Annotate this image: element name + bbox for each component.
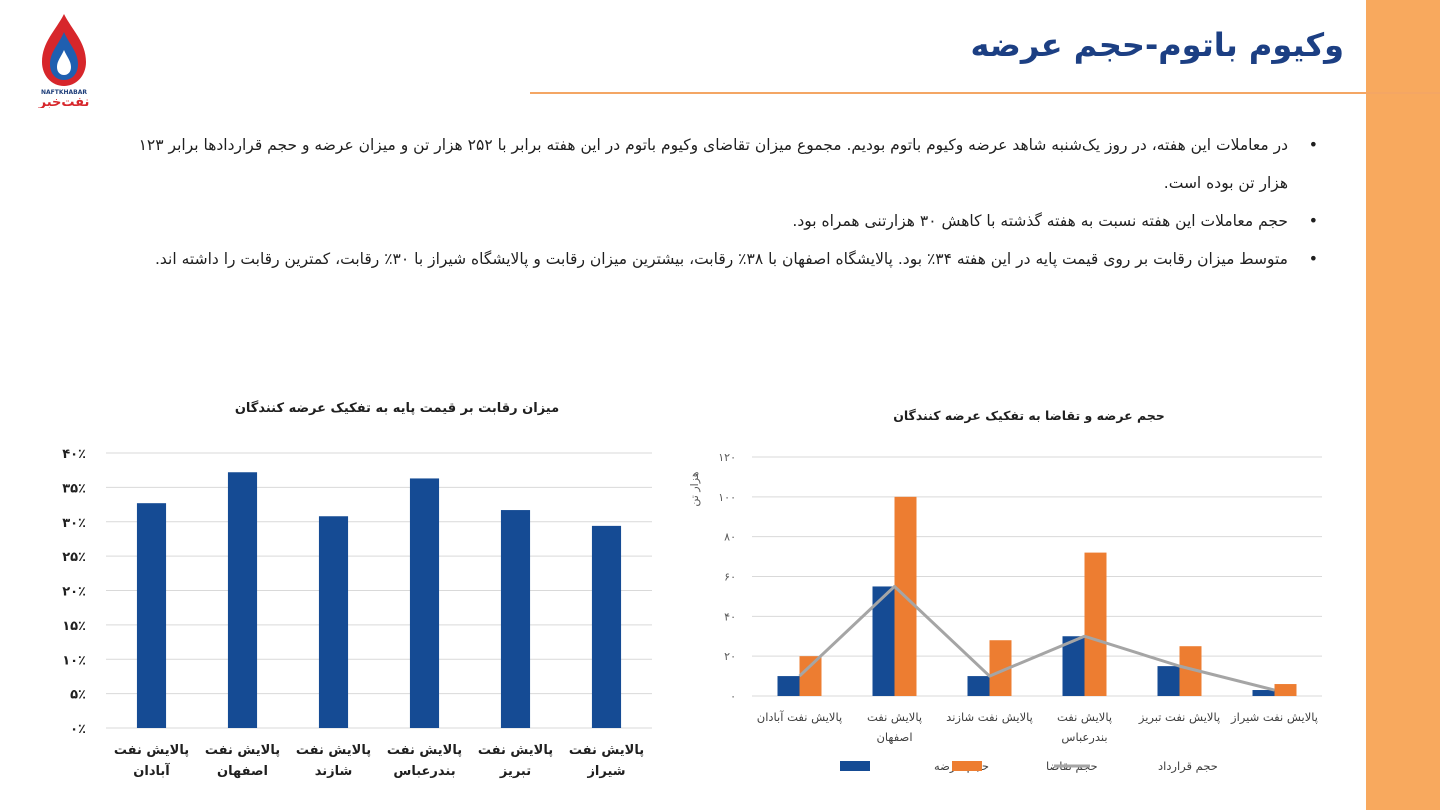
x-tick-label: پالایش نفت [478,743,553,758]
x-tick-label: پالایش نفت [296,743,371,758]
bullet-item: متوسط میزان رقابت بر روی قیمت پایه در ای… [112,240,1318,278]
x-tick-label: پالایش نفت [569,743,644,758]
summary-bullets: در معاملات این هفته، در روز یک‌شنبه شاهد… [112,126,1318,278]
right-accent-bar [1366,0,1440,810]
bar-demand [799,656,822,696]
legend-label: حجم قرارداد [1158,759,1218,774]
legend-swatch [840,761,870,771]
y-tick-label: ۲۵٪ [62,550,86,565]
svg-text:نفت‌خبر: نفت‌خبر [38,95,90,108]
bar-supply [967,676,990,696]
bar-competition [500,510,531,728]
x-tick-label: شیراز [586,764,625,779]
x-tick-label: پالایش نفت [867,710,922,725]
y-tick-label: ۱۵٪ [62,619,86,634]
y-axis-label: هزار تن [690,471,701,506]
bar-demand [1274,684,1297,696]
x-tick-label: پالایش نفت [114,743,189,758]
x-tick-label: اصفهان [876,730,912,744]
x-tick-label: پالایش نفت تبریز [1138,710,1220,725]
y-tick-label: ۱۰٪ [62,653,86,668]
x-tick-label: آبادان [133,762,170,779]
y-tick-label: ۵٪ [70,688,86,703]
x-tick-label: تبریز [499,764,531,779]
x-tick-label: بندرعباس [393,764,455,779]
y-tick-label: ۳۰٪ [62,516,86,531]
bar-supply [872,586,895,696]
y-tick-label: ۲۰ [724,650,736,663]
bar-demand [989,640,1012,696]
y-tick-label: ۱۰۰ [718,491,736,504]
x-tick-label: پالایش نفت شازند [946,710,1033,725]
bar-demand [1084,552,1107,696]
bar-competition [409,478,440,728]
svg-text:NAFTKHABAR: NAFTKHABAR [41,89,87,96]
bar-competition [227,472,258,728]
y-tick-label: ۴۰٪ [62,447,86,462]
chart-title: میزان رقابت بر قیمت پایه به تفکیک عرضه ک… [235,400,559,416]
page-title: وکیوم باتوم-حجم عرضه [970,26,1344,64]
bar-supply [1252,690,1275,696]
y-tick-label: ۱۲۰ [718,451,736,464]
flame-core-icon [57,50,71,75]
y-tick-label: ۰ [730,690,736,703]
bullet-item: حجم معاملات این هفته نسبت به هفته گذشته … [112,202,1318,240]
x-tick-label: پالایش نفت شیراز [1230,710,1318,725]
supply-demand-chart: حجم عرضه و تقاضا به تفکیک عرضه کنندگان هز… [690,408,1322,774]
x-tick-label: پالایش نفت [205,743,280,758]
bullet-item: در معاملات این هفته، در روز یک‌شنبه شاهد… [112,126,1318,202]
y-tick-label: ۸۰ [724,531,736,544]
y-tick-label: ۴۰ [724,610,736,623]
y-tick-label: ۲۰٪ [62,585,86,600]
x-tick-label: شازند [315,764,353,779]
legend-item: حجم قرارداد [1054,759,1218,774]
y-tick-label: ۳۵٪ [62,481,86,496]
bar-demand [1179,646,1202,696]
bar-supply [1157,666,1180,696]
x-tick-label: اصفهان [217,764,268,779]
y-tick-label: ۰٪ [70,722,86,737]
bar-supply [1062,636,1085,696]
bar-competition [591,525,622,728]
competition-chart: میزان رقابت بر قیمت پایه به تفکیک عرضه ک… [62,400,652,779]
chart-title: حجم عرضه و تقاضا به تفکیک عرضه کنندگان [893,408,1165,423]
x-tick-label: بندرعباس [1061,730,1107,745]
bar-competition [136,503,167,728]
y-tick-label: ۶۰ [724,571,736,584]
bar-supply [777,676,800,696]
line-contracts [798,584,1275,692]
title-underline [530,92,1440,94]
x-tick-label: پالایش نفت آبادان [757,710,842,725]
x-tick-label: پالایش نفت [1057,710,1112,725]
legend-swatch [952,761,982,771]
naftkhabar-logo: NAFTKHABAR نفت‌خبر [26,12,102,110]
bar-competition [318,516,349,728]
x-tick-label: پالایش نفت [387,743,462,758]
